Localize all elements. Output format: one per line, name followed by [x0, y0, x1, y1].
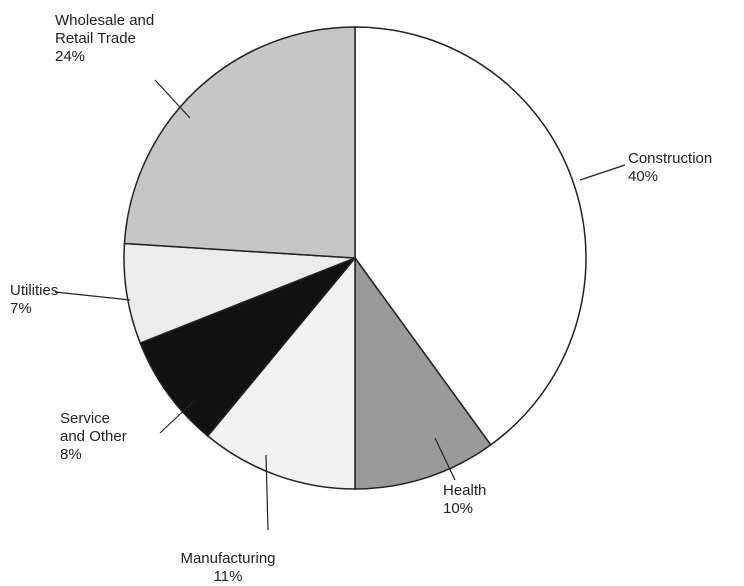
leader-line	[434, 437, 456, 481]
pie-slice	[123, 26, 356, 259]
slice-label: Manufacturing 11%	[168, 550, 288, 586]
value-label: 10%	[443, 500, 474, 517]
pie-slice	[123, 242, 356, 345]
slice-label: Wholesale and Retail Trade 24%	[55, 12, 154, 66]
pie-slice	[206, 255, 356, 490]
pie-slice	[354, 255, 492, 490]
slice-label: Utilities 7%	[10, 282, 58, 318]
slice-label: Service and Other 8%	[60, 410, 127, 464]
value-label: 7%	[10, 300, 32, 317]
leader-line	[579, 164, 626, 181]
category-label: Service and Other	[60, 410, 127, 445]
value-label: 8%	[60, 446, 82, 463]
category-label: Wholesale and Retail Trade	[55, 12, 155, 47]
pie-slice	[354, 26, 587, 446]
leader-line	[54, 291, 131, 301]
value-label: 11%	[213, 568, 243, 585]
leader-line	[265, 454, 269, 531]
category-label: Utilities	[10, 282, 59, 299]
leader-line	[159, 399, 196, 434]
slice-label: Construction 40%	[628, 150, 712, 186]
category-label: Construction	[628, 150, 713, 167]
category-label: Manufacturing	[180, 550, 276, 567]
value-label: 24%	[55, 48, 86, 65]
value-label: 40%	[628, 168, 659, 185]
pie-slice	[139, 257, 356, 438]
leader-line	[154, 79, 191, 119]
slice-label: Health 10%	[443, 482, 486, 518]
category-label: Health	[443, 482, 487, 499]
